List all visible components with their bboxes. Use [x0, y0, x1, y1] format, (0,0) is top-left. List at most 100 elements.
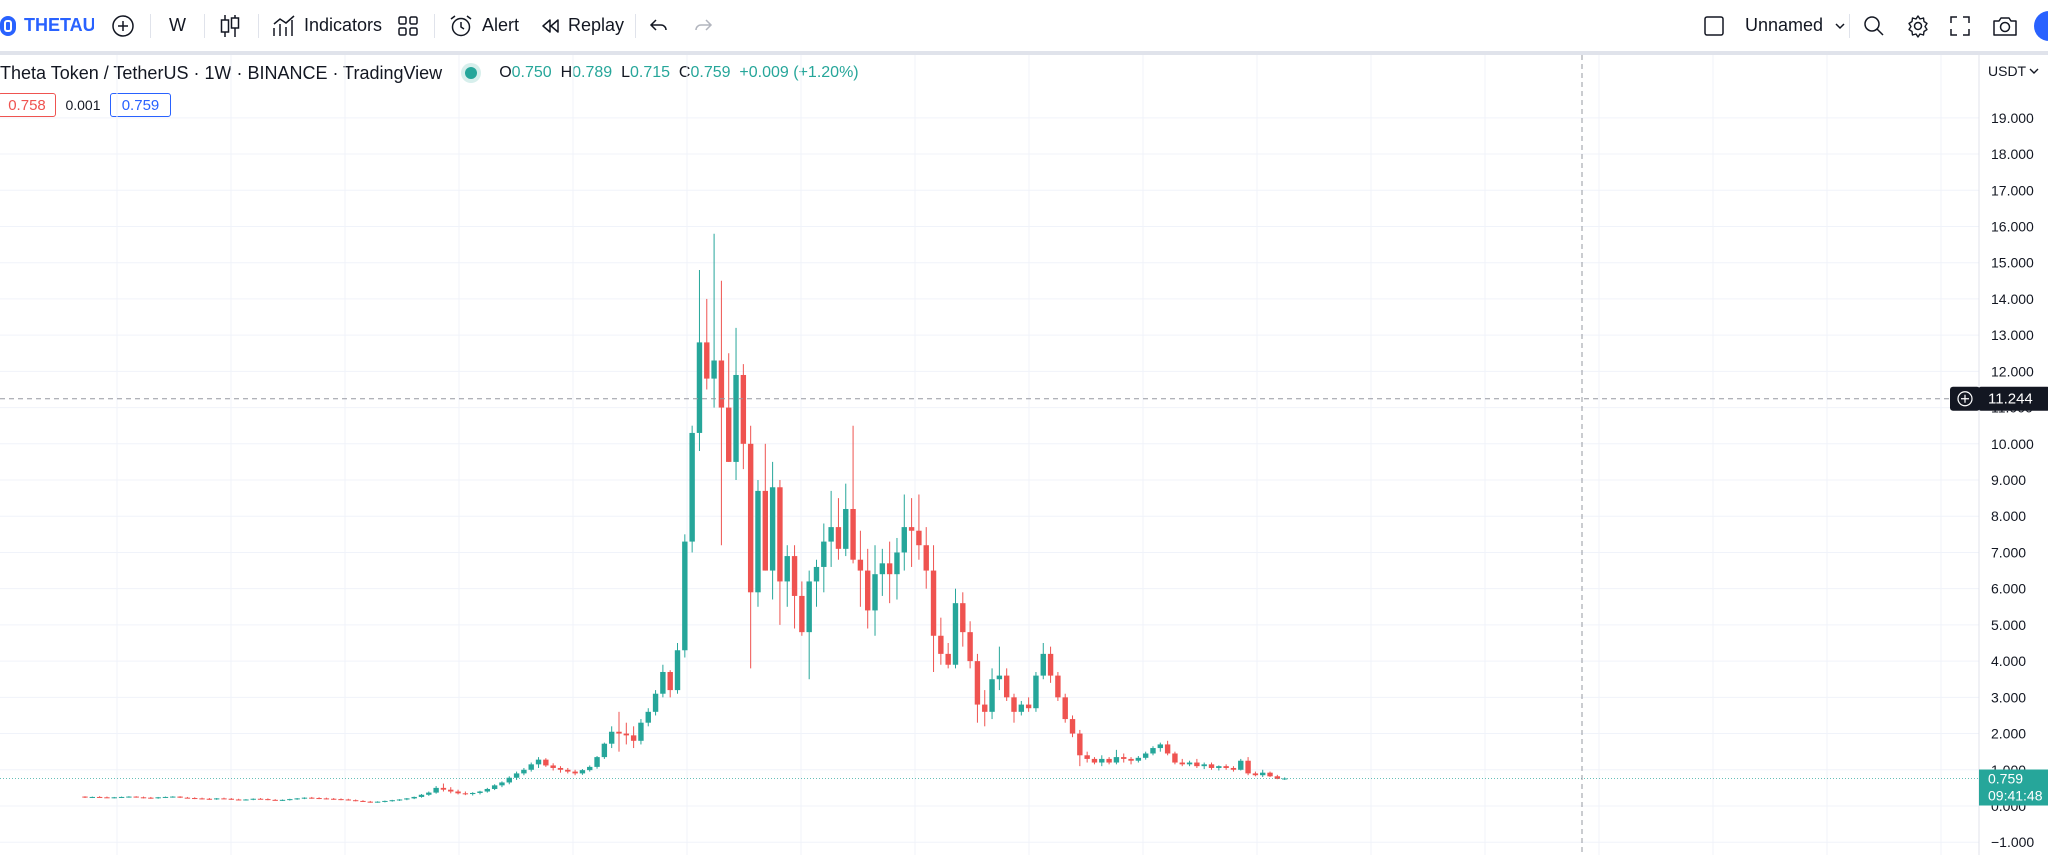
replay-label: Replay [568, 15, 625, 35]
sell-price-button[interactable]: 0.758 [0, 93, 56, 117]
candle-body [1084, 755, 1090, 759]
candle-body [1040, 653, 1046, 676]
candle-body [513, 773, 520, 778]
candle-body [543, 759, 549, 766]
candle-body [213, 798, 220, 800]
candle-body [455, 791, 461, 794]
last-price-value: 0.759 [1988, 771, 2023, 787]
candle-body [440, 787, 447, 790]
candle-body [704, 342, 710, 379]
currency-selector[interactable]: USDT [1980, 57, 2048, 85]
candle-body [89, 796, 96, 798]
candle-body [301, 797, 308, 799]
indicators-icon [273, 14, 295, 36]
candles [82, 233, 1288, 803]
candle-body [126, 796, 132, 798]
candle-body [265, 799, 271, 801]
candle-body [572, 771, 578, 774]
candle-body [1069, 719, 1076, 734]
interval-button[interactable]: W [169, 0, 186, 51]
search-button[interactable] [1862, 0, 1886, 51]
bar-countdown: 09:41:48 [1988, 788, 2043, 804]
market-status-icon [465, 67, 478, 79]
candle-body [908, 527, 915, 531]
publish-button[interactable] [2034, 11, 2048, 41]
candle-body [755, 490, 761, 593]
fullscreen-button[interactable] [1949, 0, 1971, 51]
ask-value: 0.759 [121, 96, 160, 114]
symbol-search[interactable]: THETAUS [0, 0, 94, 51]
price-tick-label: 17.000 [1991, 182, 2034, 198]
bid-value: 0.758 [8, 96, 46, 114]
candle-body [638, 722, 644, 741]
candle-body [945, 653, 951, 665]
candle-body [535, 759, 542, 765]
layout-name: Unnamed [1745, 15, 1824, 35]
candle-body [462, 793, 469, 795]
buy-price-button[interactable]: 0.759 [110, 93, 171, 117]
candle-body [799, 595, 805, 633]
candle-body [579, 770, 586, 774]
candle-body [374, 801, 381, 803]
undo-button[interactable] [648, 0, 670, 51]
indicators-button[interactable]: Indicators [272, 0, 382, 51]
candle-body [894, 552, 900, 575]
price-tick-label: 19.000 [1991, 110, 2034, 126]
low-value: 0.715 [629, 64, 671, 81]
candle-body [740, 374, 747, 444]
redo-button[interactable] [692, 0, 714, 51]
candle-body [250, 798, 256, 800]
candle-body [616, 731, 622, 734]
layout-menu[interactable]: Unnamed [1703, 0, 1847, 51]
chart-type-button[interactable] [218, 0, 242, 51]
snapshot-button[interactable] [1992, 0, 2018, 51]
candle-body [155, 797, 161, 799]
candle-body [206, 798, 213, 800]
candle-body [338, 799, 344, 801]
gear-icon [1908, 14, 1928, 38]
candle-body [192, 798, 198, 800]
rewind-icon [542, 18, 559, 33]
candle-body [272, 799, 278, 801]
candle-body [916, 530, 922, 546]
divider [1849, 14, 1850, 38]
candle-body [652, 693, 659, 712]
candle-body [828, 527, 834, 542]
compare-button[interactable] [110, 0, 136, 51]
divider [150, 14, 151, 38]
candle-body [382, 800, 388, 802]
candle-body [674, 650, 681, 691]
candle-body [331, 798, 337, 800]
chart-title[interactable]: Theta Token / TetherUS · 1W · BINANCE · … [0, 62, 443, 83]
candle-body [1142, 753, 1149, 758]
candle-body [806, 581, 812, 633]
price-tick-label: 9.000 [1991, 472, 2026, 488]
open-value: 0.750 [511, 64, 552, 81]
candle-body [499, 782, 505, 786]
price-tick-label: 5.000 [1991, 617, 2026, 633]
candle-body [938, 635, 944, 654]
change-value: +0.009 (+1.20%) [739, 64, 859, 81]
candle-body [623, 733, 630, 736]
candle-body [1033, 675, 1039, 709]
chevron-down-icon [1835, 22, 1845, 29]
candle-body [111, 797, 117, 799]
candle-body [630, 735, 637, 741]
candle-body [1223, 766, 1229, 768]
price-chart[interactable]: 19.000 18.000 17.000 16.000 15.000 14.000 13.0… [0, 55, 2048, 855]
plus-circle-icon [1957, 391, 1973, 407]
candle-body [140, 797, 147, 799]
vertical-gridlines [116, 55, 1942, 855]
candle-body [396, 799, 403, 801]
candle-body [118, 796, 125, 798]
candle-body [777, 487, 783, 582]
replay-button[interactable]: Replay [540, 0, 624, 51]
candle-body [404, 798, 410, 800]
alert-button[interactable]: Alert [448, 0, 519, 51]
settings-button[interactable] [1906, 0, 1930, 51]
candle-body [1121, 757, 1127, 759]
templates-button[interactable] [397, 0, 419, 51]
candle-body [557, 767, 564, 770]
candle-body [813, 566, 820, 582]
price-tick-label: 6.000 [1991, 581, 2026, 597]
